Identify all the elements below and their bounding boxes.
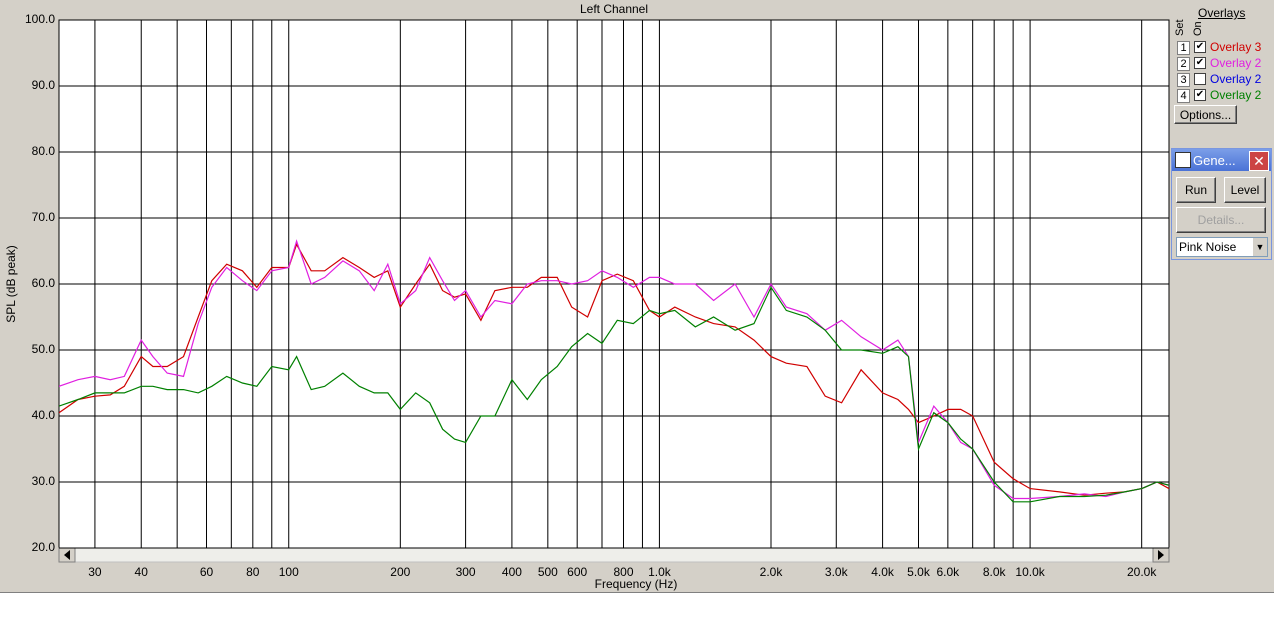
x-tick-label: 5.0k [907,565,931,579]
legend-entry: Overlay 3 [1210,40,1262,54]
x-tick-label: 8.0k [983,565,1007,579]
details-button[interactable]: Details... [1176,207,1266,233]
set-number[interactable]: 4 [1177,89,1190,103]
signal-value: Pink Noise [1179,240,1237,254]
x-tick-label: 100 [279,565,299,579]
x-tick-label: 200 [390,565,410,579]
scroll-track[interactable] [58,547,1170,563]
x-tick-label: 400 [502,565,522,579]
x-tick-label: 10.0k [1015,565,1045,579]
close-button[interactable]: ✕ [1249,151,1269,171]
title-bar [1172,149,1271,171]
x-tick-label: 4.0k [871,565,895,579]
generator-window: Gene... ✕ Run Level Details... Pink Nois… [1171,148,1272,260]
level-button[interactable]: Level [1224,177,1266,203]
panel-title: Overlays [1198,6,1246,20]
legend-entry: Overlay 2 [1210,56,1262,70]
set-number[interactable]: 1 [1177,41,1190,55]
y-axis-label: SPL (dB peak) [4,245,18,323]
set-header: Set [1174,19,1186,36]
y-tick-label: 80.0 [32,144,56,158]
legend-entry: Overlay 2 [1210,72,1262,86]
overlay-checkbox[interactable] [1194,73,1206,85]
y-tick-label: 20.0 [32,540,56,554]
app-window: Left Channel SPL (dB peak) Frequency (Hz… [0,0,1274,593]
y-tick-label: 50.0 [32,342,56,356]
x-tick-label: 300 [456,565,476,579]
x-tick-label: 800 [613,565,633,579]
chart-title: Left Channel [580,2,648,16]
y-tick-label: 30.0 [32,474,56,488]
x-tick-label: 3.0k [825,565,849,579]
signal-dropdown[interactable]: Pink Noise ▼ [1176,237,1268,257]
overlay-curve [59,239,1169,500]
x-tick-label: 500 [538,565,558,579]
scrollbar[interactable] [58,547,1170,563]
options-button[interactable]: Options... [1174,105,1237,124]
x-tick-label: 6.0k [937,565,961,579]
x-tick-label: 80 [246,565,260,579]
y-tick-label: 60.0 [32,276,56,290]
x-tick-label: 60 [200,565,214,579]
x-tick-label: 20.0k [1127,565,1157,579]
x-tick-label: 40 [135,565,149,579]
x-tick-label: 2.0k [760,565,784,579]
window-title: Gene... [1193,153,1236,168]
dropdown-arrow[interactable]: ▼ [1253,238,1267,256]
arrow-icon [1158,550,1164,560]
grid [59,19,1169,549]
window-icon [1175,152,1191,168]
overlay-curve [59,242,1169,496]
y-tick-label: 70.0 [32,210,56,224]
set-number[interactable]: 2 [1177,57,1190,71]
on-header: On [1192,21,1204,36]
chart: Left Channel SPL (dB peak) Frequency (Hz… [4,2,1170,591]
overlay-checkbox[interactable]: ✔ [1194,57,1206,69]
x-tick-label: 1.0k [648,565,672,579]
y-tick-label: 100.0 [25,12,55,26]
legend-entry: Overlay 2 [1210,88,1262,102]
x-tick-label: 30 [88,565,102,579]
x-tick-label: 600 [567,565,587,579]
y-tick-label: 90.0 [32,78,56,92]
x-axis-label: Frequency (Hz) [595,577,678,591]
set-number[interactable]: 3 [1177,73,1190,87]
y-tick-label: 40.0 [32,408,56,422]
overlay-checkbox[interactable]: ✔ [1194,41,1206,53]
run-button[interactable]: Run [1176,177,1216,203]
arrow-icon [64,550,70,560]
overlay-curve [59,286,1169,503]
overlay-checkbox[interactable]: ✔ [1194,89,1206,101]
